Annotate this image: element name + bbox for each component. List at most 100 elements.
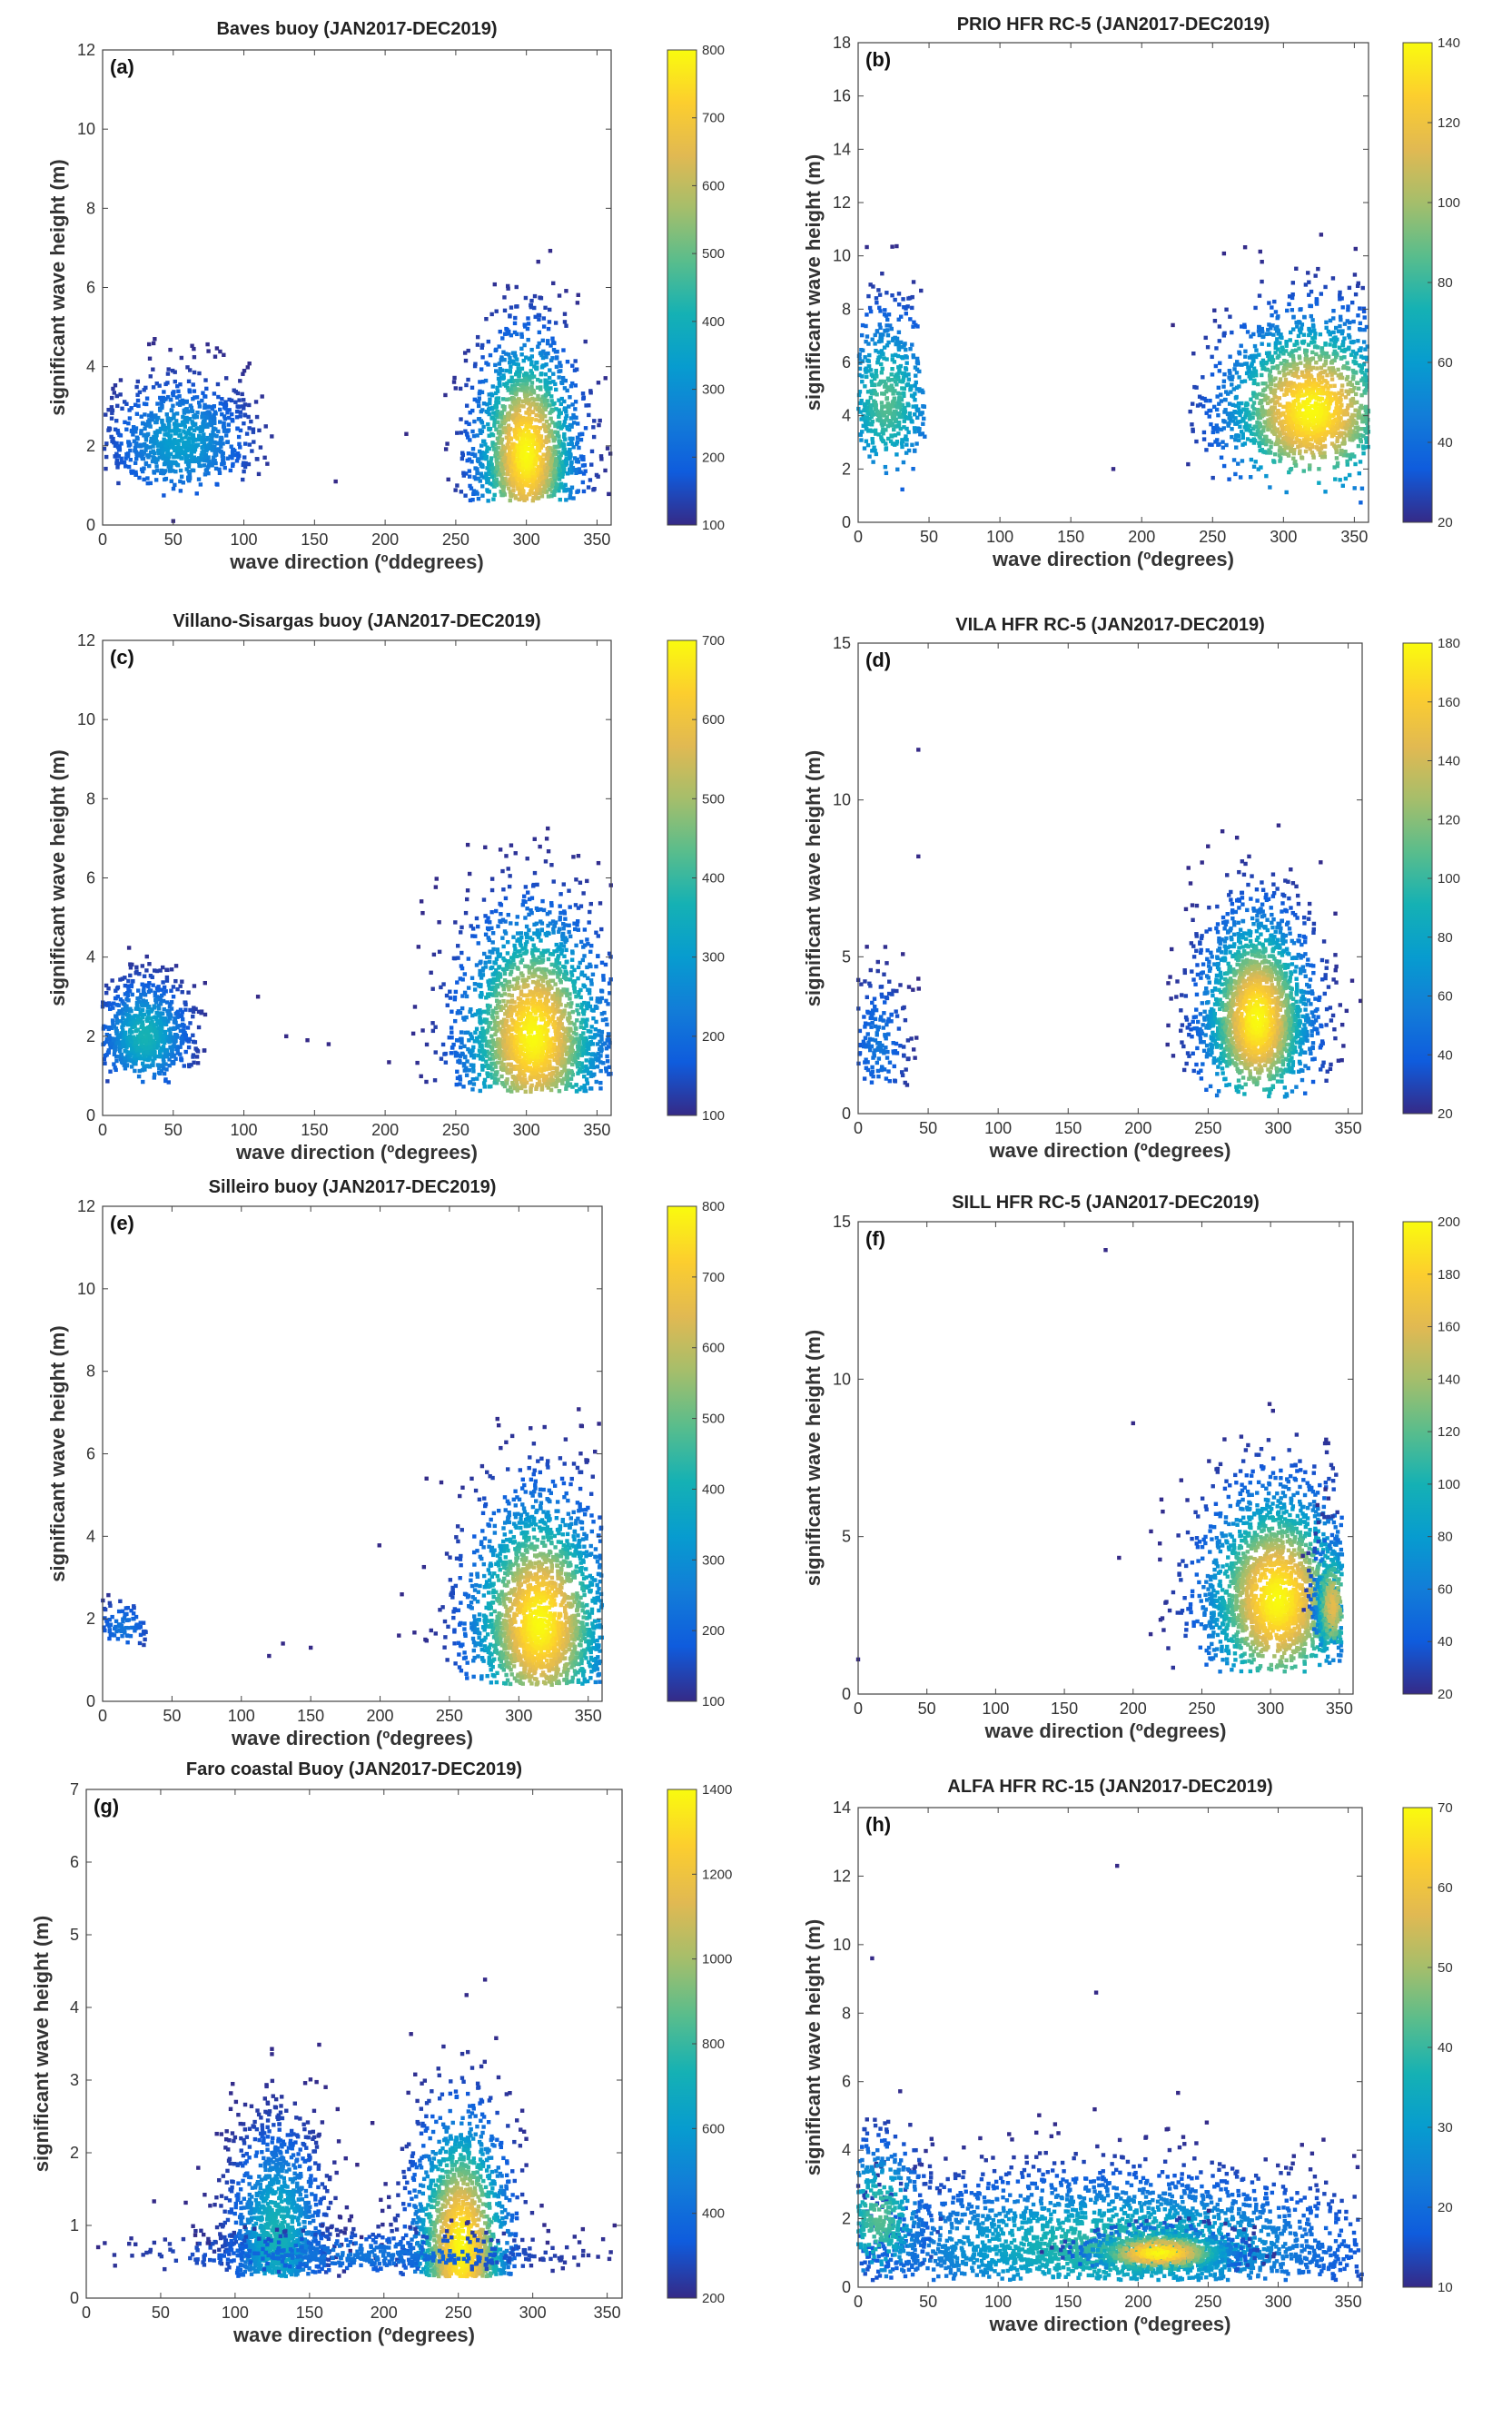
data-point [265,461,269,465]
data-point [114,461,118,465]
data-point [250,449,253,452]
data-point [543,428,547,431]
data-point [172,390,175,393]
data-point [509,499,512,502]
data-point [472,420,476,423]
data-point [184,410,188,413]
data-point [179,469,183,472]
data-point [463,430,467,433]
data-point [476,342,479,346]
data-point [535,481,539,484]
data-point [205,459,209,462]
data-point [232,448,235,451]
data-point [549,394,553,398]
data-point [164,457,168,461]
data-point [242,455,246,459]
data-point [226,440,230,443]
data-point [445,441,449,445]
data-point [599,457,603,461]
data-point [159,471,163,475]
data-point [581,463,585,467]
data-point [488,447,491,451]
data-point [182,481,185,484]
data-point [508,361,511,364]
data-point [170,409,173,412]
data-point [190,458,193,461]
data-point [148,357,152,361]
data-point [519,352,523,356]
data-point [460,490,463,493]
data-point [189,409,193,412]
data-point [492,421,496,424]
data-point [225,411,229,414]
data-point [123,421,126,424]
data-point [538,419,541,422]
data-point [166,416,170,420]
data-point [187,388,191,391]
data-point [529,356,532,360]
data-point [544,355,548,359]
data-point [529,490,533,493]
data-point [257,472,261,476]
data-point [104,467,107,471]
data-point [608,451,612,455]
data-point [190,451,193,454]
data-point [232,389,236,392]
data-point [171,404,174,408]
data-point [539,426,542,430]
data-point [171,369,174,372]
data-point [513,432,517,436]
data-point [549,359,553,362]
data-point [486,499,489,502]
data-point [264,424,268,428]
data-point [247,403,251,407]
data-point [507,380,510,383]
data-point [127,408,131,411]
data-point [152,342,155,345]
data-point [173,425,176,429]
data-point [167,424,171,428]
data-point [531,434,535,438]
data-point [235,427,239,431]
data-point [573,359,577,362]
data-point [466,378,469,382]
data-point [548,320,551,323]
data-point [134,385,138,389]
data-point [515,357,519,361]
data-point [165,412,169,416]
data-point [514,304,518,308]
data-point [239,414,242,418]
data-point [173,461,177,464]
data-point [200,453,203,457]
data-point [185,400,189,403]
data-point [193,389,196,392]
data-point [163,478,166,481]
data-point [231,418,234,421]
data-point [193,429,196,432]
data-point [184,416,188,420]
data-point [158,408,162,411]
data-point [529,303,532,307]
data-point [204,415,208,419]
data-point [574,400,578,403]
data-point [222,429,226,432]
data-point [477,400,480,403]
data-point [186,448,190,451]
data-point [187,470,191,473]
data-point [546,452,549,456]
data-point [173,483,176,487]
data-point [565,414,568,418]
data-point [561,348,565,352]
data-point [577,293,580,297]
data-point [527,322,530,325]
data-point [487,340,490,343]
data-point [504,332,508,335]
data-point [581,481,585,484]
data-point [548,386,552,390]
data-point [494,401,498,404]
data-point [534,418,538,421]
data-point [196,443,200,447]
data-point [495,386,499,390]
data-point [471,447,475,451]
data-point [499,451,503,455]
